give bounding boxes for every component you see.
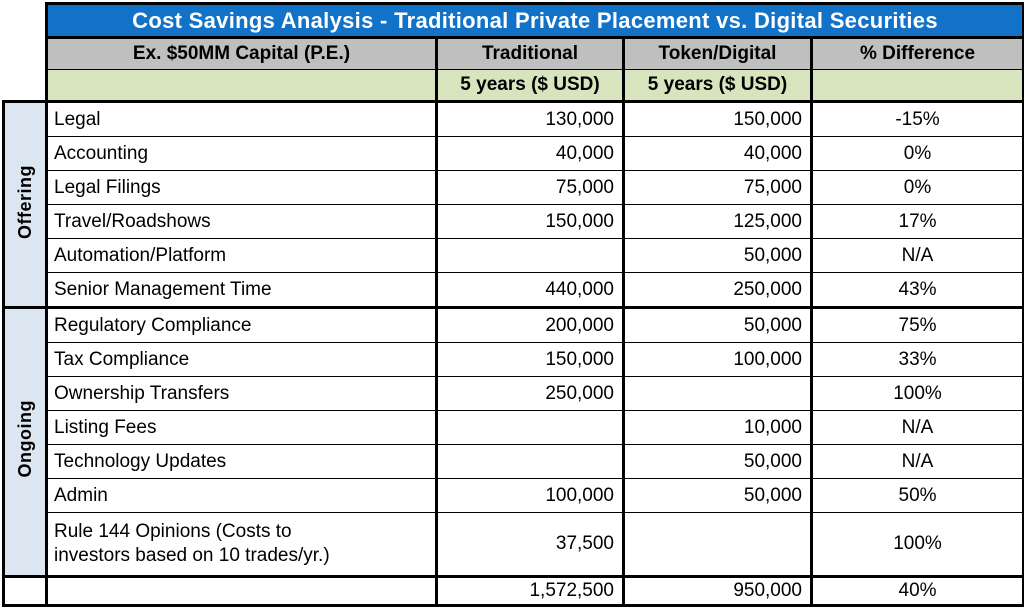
row-label: Legal Filings [45,170,438,205]
cell-diff: 33% [810,342,1024,377]
cell-diff: N/A [810,238,1024,273]
row-label: Travel/Roadshows [45,204,438,239]
table-row: Travel/Roadshows 150,000 125,000 17% [4,204,1024,239]
col-header-traditional: Traditional [435,36,625,70]
subheader-diff-blank [809,69,1024,103]
cell-traditional [436,410,625,445]
cell-token: 100,000 [623,342,813,377]
cell-traditional: 37,500 [436,512,625,577]
cell-token: 150,000 [623,100,813,137]
row-label: Technology Updates [45,444,438,479]
cell-token [623,512,813,577]
total-token: 950,000 [623,575,813,607]
subheader-scenario-blank [45,69,438,103]
cell-traditional: 40,000 [436,136,625,171]
row-label: Ownership Transfers [45,376,438,411]
cell-traditional: 150,000 [436,342,625,377]
table-row: Ownership Transfers 250,000 100% [4,376,1024,411]
row-label: Legal [45,100,438,137]
cell-diff: 100% [810,512,1024,577]
cell-diff: 0% [810,136,1024,171]
header-left-blank [3,37,47,70]
total-traditional: 1,572,500 [436,575,625,607]
cell-traditional: 75,000 [436,170,625,205]
cell-diff: 17% [810,204,1024,239]
table-title: Cost Savings Analysis - Traditional Priv… [44,2,1024,39]
cell-traditional [436,444,625,479]
cell-diff: 0% [810,170,1024,205]
cell-token: 50,000 [623,238,813,273]
row-label: Regulatory Compliance [45,306,438,343]
cell-diff: 100% [810,376,1024,411]
table-row: Tax Compliance 150,000 100,000 33% [4,342,1024,377]
row-label: Senior Management Time [45,272,438,308]
row-label: Accounting [45,136,438,171]
group-label-ongoing: Ongoing [2,306,48,578]
table-row: Listing Fees 10,000 N/A [4,410,1024,445]
table-row: Technology Updates 50,000 N/A [4,444,1024,479]
total-label-blank [45,575,438,607]
cell-diff: 43% [810,272,1024,308]
cell-traditional: 440,000 [436,272,625,308]
table-row: Offering Legal 130,000 150,000 -15% [2,100,1024,309]
title-row: Cost Savings Analysis - Traditional Priv… [3,2,1024,39]
table-row: Automation/Platform 50,000 N/A [4,238,1024,273]
col-header-pct-difference: % Difference [809,36,1024,70]
cell-traditional: 130,000 [436,100,625,137]
cell-token: 125,000 [623,204,813,239]
cell-token: 10,000 [623,410,813,445]
total-left-blank [2,575,47,607]
cell-diff: 75% [810,306,1024,343]
cell-token: 50,000 [623,444,813,479]
row-label: Tax Compliance [45,342,438,377]
table-row: Rule 144 Opinions (Costs to investors ba… [4,512,1024,577]
table-row: Admin 100,000 50,000 50% [4,478,1024,513]
cell-traditional: 200,000 [436,306,625,343]
group-label-ongoing-text: Ongoing [14,400,35,478]
total-row: 1,572,500 950,000 40% [2,575,1024,607]
subheader-left-blank [3,69,47,102]
row-label: Rule 144 Opinions (Costs to investors ba… [45,512,438,577]
row-label: Listing Fees [45,410,438,445]
col-header-token-digital: Token/Digital [622,36,813,70]
row-label-text: Rule 144 Opinions (Costs to investors ba… [54,521,330,566]
cell-token [623,376,813,411]
cell-diff: 50% [810,478,1024,513]
subheader-traditional-period: 5 years ($ USD) [435,69,625,103]
cell-traditional: 100,000 [436,478,625,513]
top-left-blank [3,3,47,38]
header-row: Ex. $50MM Capital (P.E.) Traditional Tok… [3,36,1024,70]
cell-token: 250,000 [623,272,813,308]
cell-diff: -15% [810,100,1024,137]
table-row: Ongoing Regulatory Compliance 200,000 50… [2,306,1024,578]
col-header-scenario: Ex. $50MM Capital (P.E.) [45,36,438,70]
group-label-offering-text: Offering [14,164,35,239]
cell-traditional: 250,000 [436,376,625,411]
total-diff: 40% [810,575,1024,607]
table-row: Accounting 40,000 40,000 0% [4,136,1024,171]
cell-traditional: 150,000 [436,204,625,239]
cell-traditional [436,238,625,273]
subheader-token-period: 5 years ($ USD) [622,69,813,103]
cell-token: 50,000 [623,478,813,513]
cell-diff: N/A [810,444,1024,479]
table-row: Legal Filings 75,000 75,000 0% [4,170,1024,205]
table-row: Senior Management Time 440,000 250,000 4… [4,272,1024,308]
row-label: Automation/Platform [45,238,438,273]
cell-token: 40,000 [623,136,813,171]
cell-token: 75,000 [623,170,813,205]
cell-diff: N/A [810,410,1024,445]
cell-token: 50,000 [623,306,813,343]
group-label-offering: Offering [2,100,48,309]
subheader-row: 5 years ($ USD) 5 years ($ USD) [3,69,1024,103]
row-label: Admin [45,478,438,513]
